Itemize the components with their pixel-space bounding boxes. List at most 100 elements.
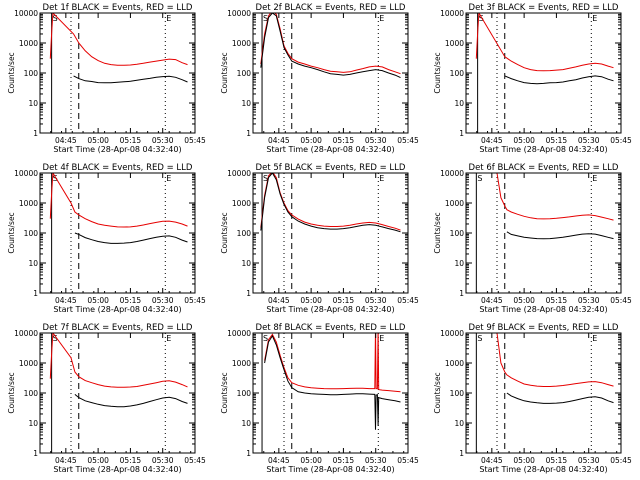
x-tick-label: 05:30: [365, 136, 387, 145]
x-tick-label: 05:15: [120, 456, 142, 465]
x-tick-label: 05:30: [578, 456, 600, 465]
y-tick-label: 1000: [19, 199, 38, 208]
y-tick-label: 1000: [232, 39, 251, 48]
y-tick-label: 100: [237, 229, 252, 238]
y-tick-label: 1: [246, 129, 251, 138]
x-tick-label: 05:45: [610, 296, 632, 305]
y-tick-label: 10: [241, 419, 251, 428]
y-tick-label: 10: [241, 99, 251, 108]
y-axis-title: Counts/sec: [220, 372, 229, 413]
y-tick-label: 10000: [14, 169, 38, 178]
x-tick-label: 05:45: [397, 456, 419, 465]
y-axis-title: Counts/sec: [433, 212, 442, 253]
x-axis-title: Start Time (28-Apr-08 04:32:40): [53, 465, 181, 474]
x-tick-label: 05:45: [610, 136, 632, 145]
s-marker-label: S: [263, 334, 268, 343]
y-axis-title: Counts/sec: [220, 52, 229, 93]
y-tick-label: 1: [33, 129, 38, 138]
series-line-lld: [49, 173, 188, 228]
series-line-events: [74, 232, 188, 244]
x-tick-label: 04:45: [55, 456, 77, 465]
y-axis-title: Counts/sec: [220, 212, 229, 253]
y-tick-label: 1000: [445, 199, 464, 208]
panel-title: Det 6f BLACK = Events, RED = LLD: [469, 163, 619, 173]
y-tick-label: 1: [246, 449, 251, 458]
x-tick-label: 05:15: [333, 136, 355, 145]
x-tick-label: 05:15: [120, 136, 142, 145]
series-line-lld: [260, 173, 401, 231]
y-tick-label: 10000: [440, 329, 464, 338]
x-tick-label: 05:30: [365, 456, 387, 465]
x-axis-title: Start Time (28-Apr-08 04:32:40): [266, 145, 394, 154]
x-tick-label: 05:00: [300, 136, 322, 145]
x-tick-label: 05:00: [513, 296, 535, 305]
y-tick-label: 100: [450, 229, 465, 238]
x-tick-label: 04:45: [268, 296, 290, 305]
e-marker-label: E: [592, 14, 597, 23]
y-tick-label: 10: [28, 259, 38, 268]
y-tick-label: 1: [246, 289, 251, 298]
plot-frame: [252, 12, 409, 134]
series-line-events: [504, 75, 614, 85]
y-tick-label: 10000: [227, 329, 251, 338]
y-tick-label: 100: [450, 69, 465, 78]
y-tick-label: 10: [28, 99, 38, 108]
x-tick-label: 05:15: [120, 296, 142, 305]
x-tick-label: 05:15: [546, 136, 568, 145]
y-tick-label: 100: [24, 69, 39, 78]
e-marker-label: E: [166, 334, 171, 343]
y-tick-label: 1: [33, 449, 38, 458]
series-line-events: [506, 392, 614, 404]
y-tick-label: 10000: [440, 169, 464, 178]
panel-title: Det 9f BLACK = Events, RED = LLD: [469, 323, 619, 333]
series-line-lld: [49, 13, 188, 66]
x-tick-label: 04:45: [55, 296, 77, 305]
series-line-lld: [496, 173, 614, 221]
y-tick-label: 10000: [14, 329, 38, 338]
e-marker-label: E: [592, 334, 597, 343]
y-tick-label: 10: [28, 419, 38, 428]
x-tick-label: 05:30: [152, 296, 174, 305]
x-tick-label: 05:15: [333, 296, 355, 305]
x-axis-title: Start Time (28-Apr-08 04:32:40): [479, 305, 607, 314]
x-axis-title: Start Time (28-Apr-08 04:32:40): [266, 465, 394, 474]
y-tick-label: 10000: [227, 169, 251, 178]
series-line-events: [260, 13, 401, 79]
panel-title: Det 7f BLACK = Events, RED = LLD: [43, 323, 193, 333]
series-line-events: [73, 75, 188, 84]
s-marker-label: S: [263, 14, 268, 23]
series-line-lld: [475, 13, 614, 72]
x-tick-label: 05:15: [546, 296, 568, 305]
y-tick-label: 1000: [232, 199, 251, 208]
y-tick-label: 1000: [19, 39, 38, 48]
panel-title: Det 4f BLACK = Events, RED = LLD: [43, 163, 193, 173]
panel-title: Det 3f BLACK = Events, RED = LLD: [469, 3, 619, 13]
x-tick-label: 05:00: [300, 456, 322, 465]
x-tick-label: 05:00: [87, 136, 109, 145]
x-tick-label: 04:45: [481, 456, 503, 465]
x-axis-title: Start Time (28-Apr-08 04:32:40): [479, 145, 607, 154]
x-tick-label: 05:45: [610, 456, 632, 465]
series-line-events: [260, 173, 401, 233]
e-marker-label: E: [166, 14, 171, 23]
s-marker-label: S: [53, 334, 58, 343]
e-marker-label: E: [379, 174, 384, 183]
series-line-lld: [49, 333, 188, 388]
y-tick-label: 100: [24, 229, 39, 238]
y-tick-label: 10: [454, 419, 464, 428]
s-marker-label: S: [479, 14, 484, 23]
series-line-events: [264, 334, 401, 430]
x-tick-label: 05:15: [333, 456, 355, 465]
series-line-events: [74, 394, 188, 408]
